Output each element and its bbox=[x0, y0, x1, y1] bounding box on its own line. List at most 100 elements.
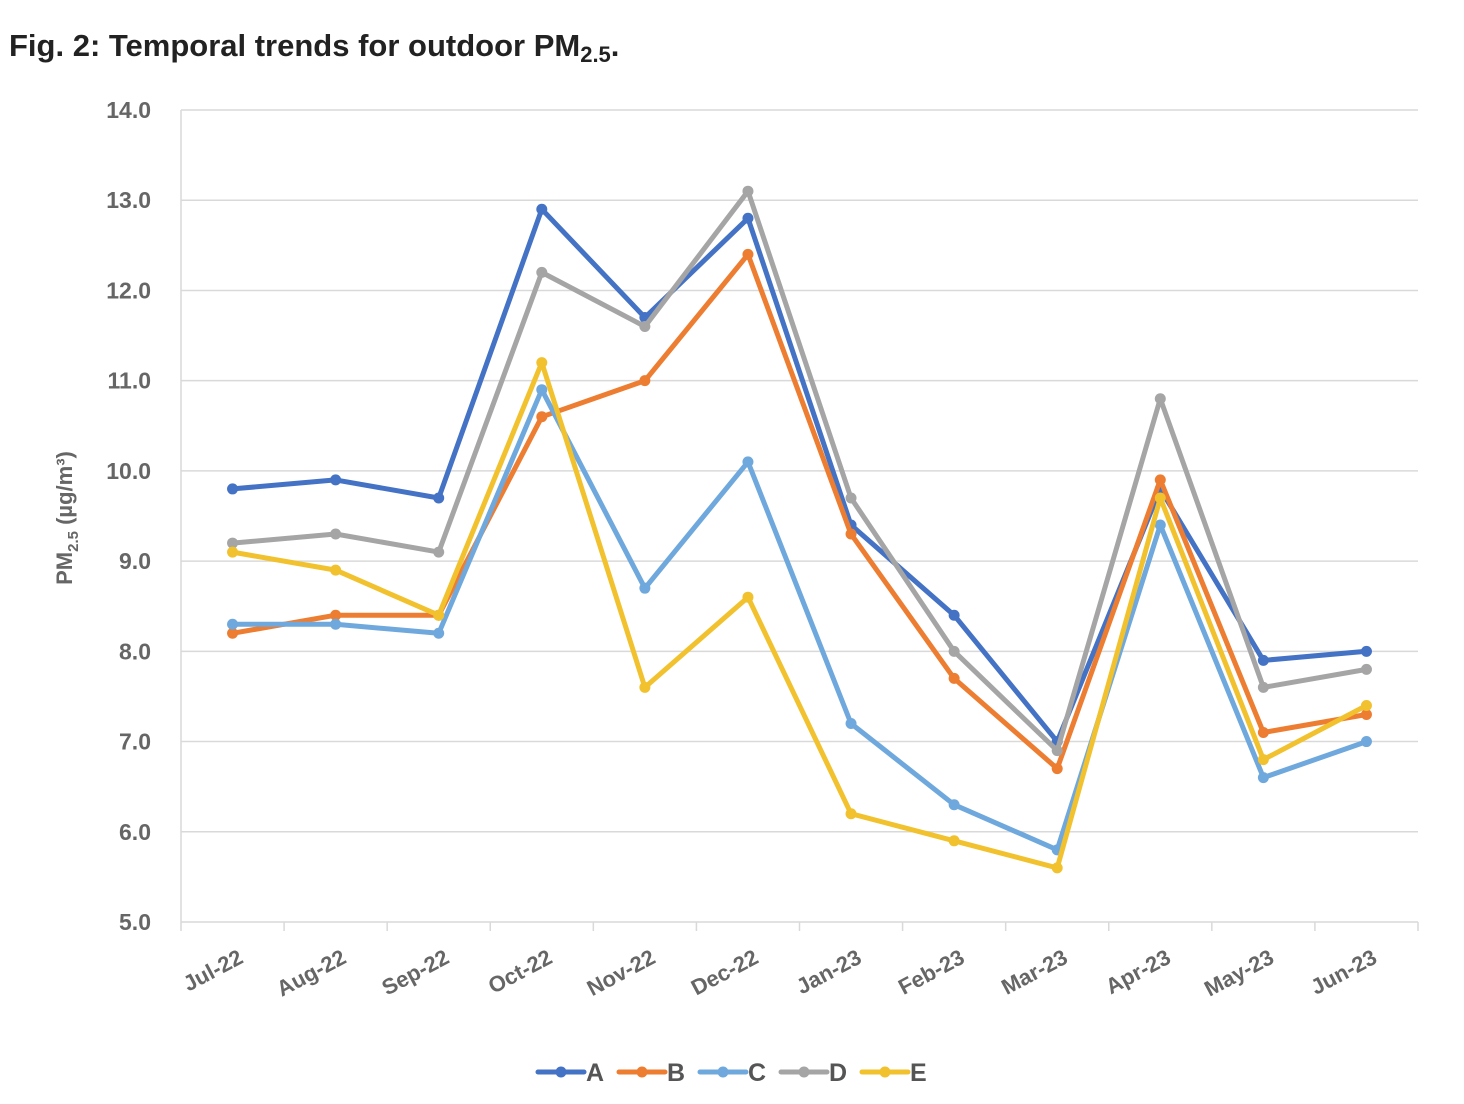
y-tick-label: 8.0 bbox=[119, 638, 151, 664]
data-point bbox=[1154, 519, 1166, 531]
y-tick-label: 9.0 bbox=[119, 548, 151, 574]
legend-marker bbox=[798, 1066, 810, 1078]
x-tick-label: Sep-22 bbox=[378, 944, 453, 1000]
x-tick-label: Oct-22 bbox=[484, 944, 556, 998]
data-point bbox=[227, 483, 239, 495]
x-tick-label: Aug-22 bbox=[272, 944, 350, 1001]
legend-marker bbox=[879, 1066, 891, 1078]
data-point bbox=[1051, 862, 1063, 874]
data-point bbox=[1154, 393, 1166, 405]
x-tick-label: Dec-22 bbox=[687, 944, 762, 1000]
data-point bbox=[948, 609, 960, 621]
x-tick-label: Nov-22 bbox=[583, 944, 660, 1001]
legend-item-b: B bbox=[616, 1059, 685, 1087]
data-point bbox=[1360, 699, 1372, 711]
series-c bbox=[227, 384, 1372, 856]
legend-item-c: C bbox=[697, 1059, 766, 1087]
series-line-a bbox=[230, 206, 1369, 745]
y-tick-label: 6.0 bbox=[119, 819, 151, 845]
x-axis: Jul-22 Aug-22 Sep-22 Oct-22 Nov-22 Dec-22 Jan-… bbox=[179, 110, 1419, 1001]
data-point bbox=[1257, 727, 1269, 739]
data-point bbox=[845, 808, 857, 820]
series-line-e bbox=[230, 360, 1369, 871]
legend-item-d: D bbox=[778, 1059, 847, 1087]
y-axis-label: PM2.5 (µg/m³) bbox=[52, 451, 82, 585]
legend-label: A bbox=[586, 1059, 604, 1087]
y-tick-label: 13.0 bbox=[106, 187, 151, 213]
data-point bbox=[433, 546, 445, 558]
legend-label: B bbox=[667, 1059, 685, 1087]
data-point bbox=[536, 203, 548, 215]
legend-label: D bbox=[829, 1059, 847, 1087]
series-line-c bbox=[230, 387, 1369, 853]
data-point bbox=[1051, 763, 1063, 775]
data-point bbox=[948, 799, 960, 811]
y-axis-label-main: PM bbox=[52, 552, 77, 585]
data-point bbox=[330, 474, 342, 486]
y-tick-label: 11.0 bbox=[108, 368, 152, 394]
legend-marker bbox=[717, 1066, 729, 1078]
y-tick-label: 12.0 bbox=[106, 277, 151, 303]
data-point bbox=[330, 564, 342, 576]
y-axis-label-subscript: 2.5 bbox=[65, 531, 82, 552]
data-point bbox=[845, 528, 857, 540]
legend-item-e: E bbox=[859, 1059, 927, 1087]
legend-marker bbox=[636, 1066, 648, 1078]
data-point bbox=[845, 492, 857, 504]
data-point bbox=[536, 384, 548, 396]
y-axis-ticks: 5.0 6.0 7.0 8.0 9.0 10.0 11.0 12.0 13.0 14.0 bbox=[106, 97, 151, 935]
series-a bbox=[227, 203, 1372, 748]
series-lines bbox=[227, 185, 1372, 874]
data-point bbox=[1257, 754, 1269, 766]
data-point bbox=[742, 456, 754, 468]
data-point bbox=[742, 185, 754, 197]
data-point bbox=[330, 528, 342, 540]
x-tick-label: Apr-23 bbox=[1101, 944, 1174, 999]
legend-marker bbox=[555, 1066, 567, 1078]
data-point bbox=[433, 627, 445, 639]
data-point bbox=[330, 609, 342, 621]
y-tick-label: 10.0 bbox=[106, 458, 151, 484]
series-e bbox=[227, 357, 1372, 874]
x-tick-label: Feb-23 bbox=[894, 944, 968, 999]
x-tick-label: Jul-22 bbox=[179, 944, 247, 996]
data-point bbox=[433, 492, 445, 504]
legend-item-a: A bbox=[535, 1059, 604, 1087]
data-point bbox=[742, 248, 754, 260]
data-point bbox=[227, 537, 239, 549]
data-point bbox=[948, 645, 960, 657]
series-line-d bbox=[230, 188, 1369, 754]
data-point bbox=[1257, 772, 1269, 784]
data-point bbox=[639, 375, 651, 387]
data-point bbox=[536, 357, 548, 369]
data-point bbox=[1257, 654, 1269, 666]
data-point bbox=[227, 618, 239, 630]
data-point bbox=[1154, 492, 1166, 504]
figure-title-end: . bbox=[610, 28, 620, 63]
y-tick-label: 7.0 bbox=[119, 729, 151, 755]
data-point bbox=[742, 591, 754, 603]
legend-label: E bbox=[910, 1059, 927, 1087]
data-point bbox=[433, 609, 445, 621]
figure-title-subscript: 2.5 bbox=[580, 42, 611, 67]
legend: A B C D E bbox=[535, 1059, 927, 1087]
series-b bbox=[227, 248, 1372, 775]
data-point bbox=[1360, 645, 1372, 657]
data-point bbox=[330, 618, 342, 630]
data-point bbox=[536, 266, 548, 278]
data-point bbox=[639, 321, 651, 333]
data-point bbox=[1154, 474, 1166, 486]
gridlines bbox=[181, 109, 1418, 923]
x-tick-label: May-23 bbox=[1200, 944, 1278, 1001]
data-point bbox=[1360, 663, 1372, 675]
data-point bbox=[845, 718, 857, 730]
y-axis-label-unit: (µg/m³) bbox=[52, 451, 77, 531]
data-point bbox=[639, 582, 651, 594]
figure-title: Fig. 2: Temporal trends for outdoor PM2.… bbox=[9, 28, 619, 68]
data-point bbox=[227, 546, 239, 558]
data-point bbox=[227, 627, 239, 639]
data-point bbox=[639, 681, 651, 693]
x-tick-label: Jun-23 bbox=[1306, 944, 1380, 999]
series-d bbox=[227, 185, 1372, 757]
x-tick-label: Mar-23 bbox=[997, 944, 1071, 999]
